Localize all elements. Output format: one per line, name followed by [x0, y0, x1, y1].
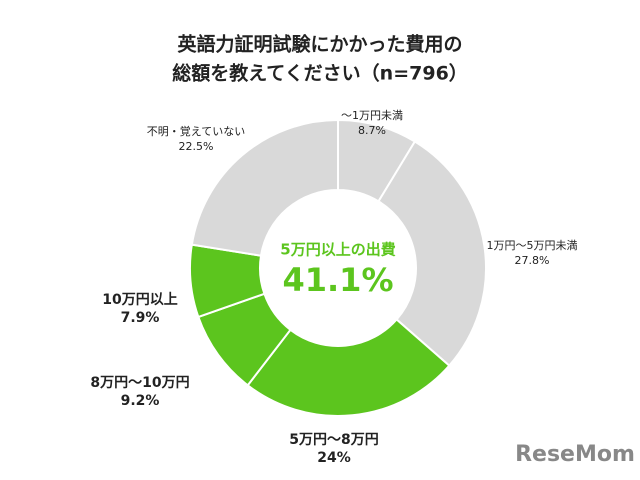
value-label: 7.9%: [121, 310, 160, 326]
category-label: 不明・覚えていない: [147, 125, 245, 138]
value-label: 8.7%: [358, 124, 386, 137]
center-text: 5万円以上の出費: [280, 241, 395, 259]
category-label: ～1万円未満: [341, 109, 403, 122]
donut-segment: [377, 140, 487, 368]
chart-title: 総額を教えてください（n=796）: [172, 62, 468, 85]
chart-title: 英語力証明試験にかかった費用の: [177, 33, 462, 56]
value-label: 9.2%: [121, 393, 160, 409]
category-label: 10万円以上: [102, 292, 177, 308]
value-label: 24%: [317, 450, 351, 466]
value-label: 27.8%: [515, 254, 550, 267]
category-label: 8万円～10万円: [90, 375, 189, 391]
donut-segment: [246, 318, 451, 417]
center-value: 41.1%: [282, 261, 393, 299]
donut-segment: [190, 118, 339, 257]
category-label: 5万円～8万円: [289, 432, 378, 448]
value-label: 22.5%: [179, 140, 214, 153]
category-label: 1万円～5万円未満: [487, 239, 578, 252]
watermark: ReseMom: [515, 442, 635, 467]
